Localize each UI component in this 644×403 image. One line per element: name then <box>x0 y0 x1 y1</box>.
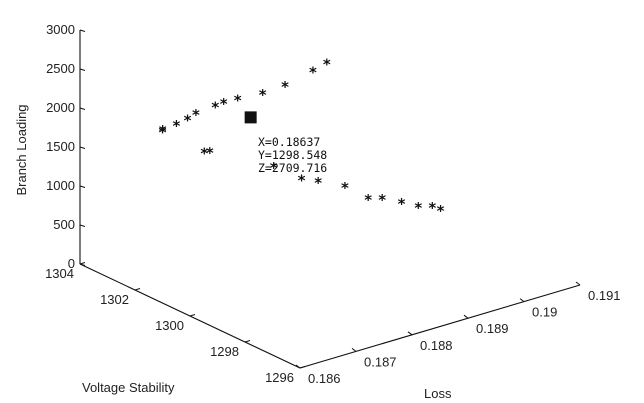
y-tick-mark <box>189 314 196 317</box>
x-tick-label: 0.191 <box>588 288 621 303</box>
z-tick-label: 0 <box>68 256 75 271</box>
z-tick-mark <box>79 68 86 71</box>
data-point[interactable]: * <box>309 64 317 82</box>
datatip-y: Y=1298.548 <box>258 148 327 162</box>
data-point[interactable]: * <box>200 144 208 162</box>
data-point[interactable]: * <box>184 112 192 130</box>
x-tick-mark <box>519 298 525 303</box>
data-point[interactable]: * <box>437 202 445 220</box>
data-point[interactable]: * <box>323 55 331 73</box>
data-point[interactable]: * <box>281 78 289 96</box>
data-point[interactable]: * <box>206 144 214 162</box>
datatip: X=0.18637 Y=1298.548 Z=2709.716 <box>258 135 327 175</box>
x-tick-mark <box>351 347 357 352</box>
data-point[interactable]: * <box>192 106 200 124</box>
data-point[interactable]: * <box>378 191 386 209</box>
x-axis-line <box>299 284 581 369</box>
data-point[interactable]: * <box>364 191 372 209</box>
y-tick-label: 1302 <box>100 292 129 307</box>
z-axis-label: Branch Loading <box>14 104 29 195</box>
data-point[interactable]: * <box>220 95 228 113</box>
data-point[interactable]: * <box>298 172 306 190</box>
z-tick-mark <box>79 185 86 188</box>
z-tick-label: 1000 <box>46 178 75 193</box>
z-tick-label: 1500 <box>46 139 75 154</box>
x-tick-mark <box>575 281 581 286</box>
data-point[interactable]: * <box>314 174 322 192</box>
z-tick-label: 500 <box>53 217 75 232</box>
data-point[interactable]: * <box>159 122 167 140</box>
tick-labels-group: 0 500 1000 1500 2000 2500 3000 1296 1298 1300 1302… <box>45 22 620 386</box>
y-tick-label: 1296 <box>265 370 294 385</box>
z-tick-mark <box>79 146 86 149</box>
data-point[interactable]: * <box>173 117 181 135</box>
z-tick-mark <box>79 107 86 110</box>
x-tick-mark <box>407 331 413 336</box>
x-tick-label: 0.189 <box>476 321 509 336</box>
datatip-x: X=0.18637 <box>258 135 320 149</box>
x-tick-mark <box>295 364 301 369</box>
y-tick-label: 1298 <box>210 344 239 359</box>
x-axis-label: Loss <box>424 386 452 401</box>
z-tick-label: 2000 <box>46 100 75 115</box>
y-tick-label: 1300 <box>155 318 184 333</box>
data-point[interactable]: * <box>259 86 267 104</box>
x-tick-label: 0.188 <box>420 338 453 353</box>
x-tick-label: 0.186 <box>308 371 341 386</box>
data-point[interactable]: * <box>428 199 436 217</box>
ticks-group <box>79 29 581 369</box>
y-tick-mark <box>299 366 306 369</box>
y-tick-mark <box>134 288 141 291</box>
y-tick-mark <box>79 262 86 265</box>
data-point[interactable]: * <box>398 195 406 213</box>
z-tick-label: 2500 <box>46 61 75 76</box>
x-tick-label: 0.19 <box>532 305 557 320</box>
x-tick-mark <box>463 314 469 319</box>
points-group: **************** * ** * * * * * <box>159 55 445 219</box>
y-tick-label: 1304 <box>45 266 74 281</box>
data-point[interactable]: * <box>414 199 422 217</box>
data-point[interactable]: * <box>234 92 242 110</box>
data-point[interactable]: * <box>211 99 219 117</box>
highlighted-data-point[interactable] <box>244 111 257 124</box>
data-point[interactable]: * <box>270 159 278 177</box>
x-tick-label: 0.187 <box>364 354 397 369</box>
z-tick-mark <box>79 224 86 227</box>
y-tick-mark <box>244 340 251 343</box>
data-point[interactable]: * <box>159 123 167 141</box>
data-point[interactable]: * <box>341 179 349 197</box>
z-tick-mark <box>79 29 86 32</box>
datatip-z: Z=2709.716 <box>258 161 327 175</box>
z-tick-label: 3000 <box>46 22 75 37</box>
y-axis-label: Voltage Stability <box>82 380 175 395</box>
